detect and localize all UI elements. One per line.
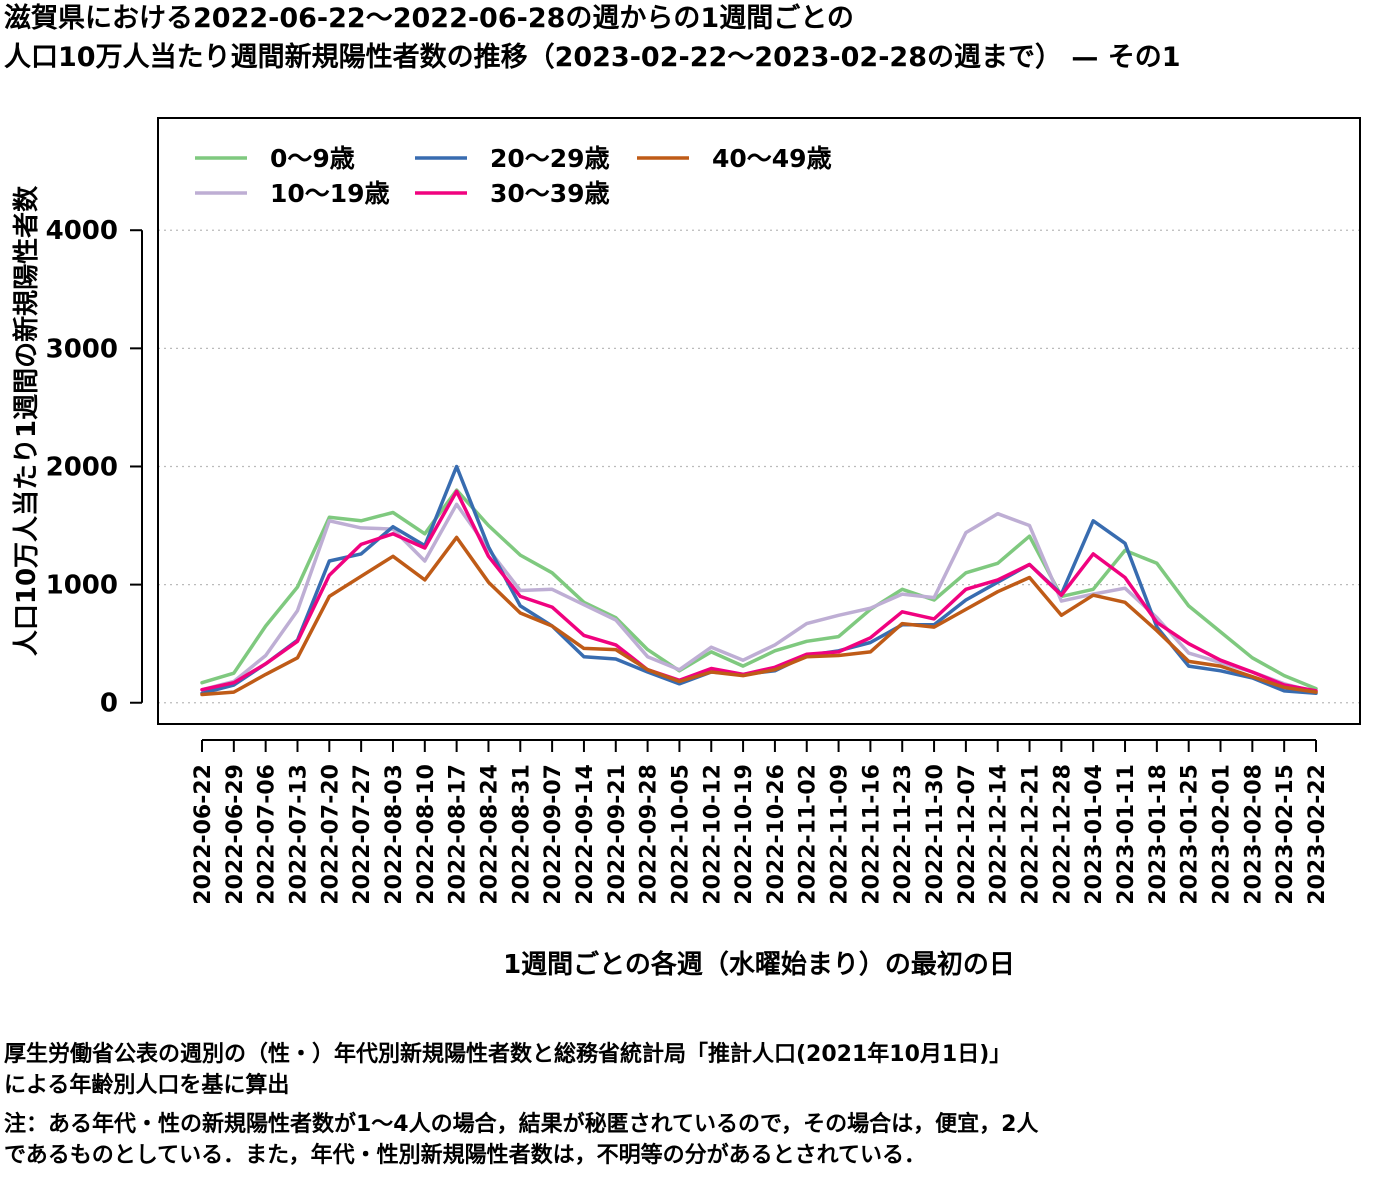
x-tick-label: 2023-02-08 — [1241, 764, 1266, 905]
chart-title-line1: 滋賀県における2022-06-22〜2022-06-28の週からの1週間ごとの — [4, 3, 854, 34]
x-tick-label: 2023-01-11 — [1114, 764, 1139, 905]
x-tick-label: 2023-01-25 — [1178, 764, 1203, 905]
x-tick-label: 2022-08-31 — [509, 764, 534, 905]
x-tick-label: 2022-08-10 — [414, 764, 439, 905]
legend-label: 0〜9歳 — [270, 144, 355, 173]
x-tick-label: 2022-09-21 — [605, 764, 630, 905]
x-tick-label: 2022-11-09 — [828, 764, 853, 905]
x-tick-label: 2022-08-17 — [446, 764, 471, 905]
x-tick-label: 2022-07-06 — [255, 764, 280, 905]
x-tick-label: 2022-08-24 — [477, 764, 502, 905]
x-axis-label: 1週間ごとの各週（水曜始まり）の最初の日 — [503, 949, 1015, 980]
x-tick-label: 2022-12-07 — [955, 764, 980, 905]
caveat-note-line2: であるものとしている．また，年代・性別新規陽性者数は，不明等の分があるとされてい… — [4, 1143, 927, 1168]
x-tick-label: 2023-01-18 — [1146, 764, 1171, 905]
legend-label: 30〜39歳 — [490, 179, 610, 208]
series-line — [200, 535, 1318, 697]
series-lines — [200, 464, 1318, 697]
y-axis: 0 1000 2000 3000 4000 — [46, 216, 143, 719]
x-tick-label: 2022-11-23 — [891, 764, 916, 905]
y-tick-label: 0 — [100, 689, 118, 719]
x-tick-label: 2022-07-27 — [350, 764, 375, 905]
x-tick-label: 2022-10-05 — [668, 764, 693, 905]
x-tick-label: 2022-10-19 — [732, 764, 757, 905]
legend-label: 10〜19歳 — [270, 179, 390, 208]
x-tick-label: 2022-12-21 — [1019, 764, 1044, 905]
y-tick-label: 4000 — [46, 216, 118, 246]
legend-label: 40〜49歳 — [712, 144, 832, 173]
caveat-note-line1: 注：ある年代・性の新規陽性者数が1〜4人の場合，結果が秘匿されているので，その場… — [4, 1112, 1039, 1137]
chart-title-line2: 人口10万人当たり週間新規陽性者数の推移（2023-02-22〜2023-02-… — [4, 42, 1181, 73]
x-tick-label: 2022-06-29 — [223, 764, 248, 905]
x-tick-label: 2022-06-22 — [191, 764, 216, 905]
series-line — [200, 488, 1318, 691]
x-tick-label: 2022-11-16 — [859, 764, 884, 905]
y-tick-label: 1000 — [46, 571, 118, 601]
x-tick-label: 2023-02-15 — [1273, 764, 1298, 905]
gridlines — [158, 229, 1360, 704]
plot-frame — [157, 117, 1361, 725]
x-tick-label: 2022-10-12 — [700, 764, 725, 905]
source-note-line2: による年齢別人口を基に算出 — [4, 1073, 290, 1098]
y-axis-label: 人口10万人当たり1週間の新規陽性者数 — [11, 185, 42, 656]
legend-label: 20〜29歳 — [490, 144, 610, 173]
series-line — [200, 502, 1318, 694]
x-tick-label: 2022-11-30 — [923, 764, 948, 905]
source-note-line1: 厚生労働省公表の週別の（性・）年代別新規陽性者数と総務省統計局「推計人口(202… — [4, 1042, 1012, 1067]
x-tick-label: 2022-07-13 — [286, 764, 311, 905]
x-tick-label: 2022-07-20 — [318, 764, 343, 905]
y-tick-label: 3000 — [46, 334, 118, 364]
x-tick-label: 2022-09-14 — [573, 764, 598, 905]
x-tick-label: 2023-02-22 — [1305, 764, 1330, 905]
x-tick-label: 2022-09-28 — [637, 764, 662, 905]
y-tick-label: 2000 — [46, 452, 118, 482]
x-tick-label: 2022-09-07 — [541, 764, 566, 905]
x-tick-label: 2022-12-14 — [987, 764, 1012, 905]
series-line — [200, 489, 1318, 693]
x-tick-label: 2022-08-03 — [382, 764, 407, 905]
x-tick-label: 2023-02-01 — [1210, 764, 1235, 905]
x-tick-label: 2022-11-02 — [796, 764, 821, 905]
legend: 0〜9歳 10〜19歳 20〜29歳 30〜39歳 40〜49歳 — [195, 144, 832, 208]
x-axis: 2022-06-22 2022-06-29 2022-07-06 2022-07-13… — [191, 739, 1330, 905]
x-tick-label: 2022-12-28 — [1050, 764, 1075, 905]
x-tick-label: 2022-10-26 — [764, 764, 789, 905]
x-tick-label: 2023-01-04 — [1082, 764, 1107, 905]
